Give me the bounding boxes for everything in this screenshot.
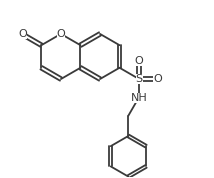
Text: O: O xyxy=(135,56,143,66)
Text: NH: NH xyxy=(131,93,147,103)
Text: O: O xyxy=(153,74,162,84)
Text: O: O xyxy=(56,29,65,39)
Text: S: S xyxy=(135,74,143,84)
Text: O: O xyxy=(18,29,27,39)
